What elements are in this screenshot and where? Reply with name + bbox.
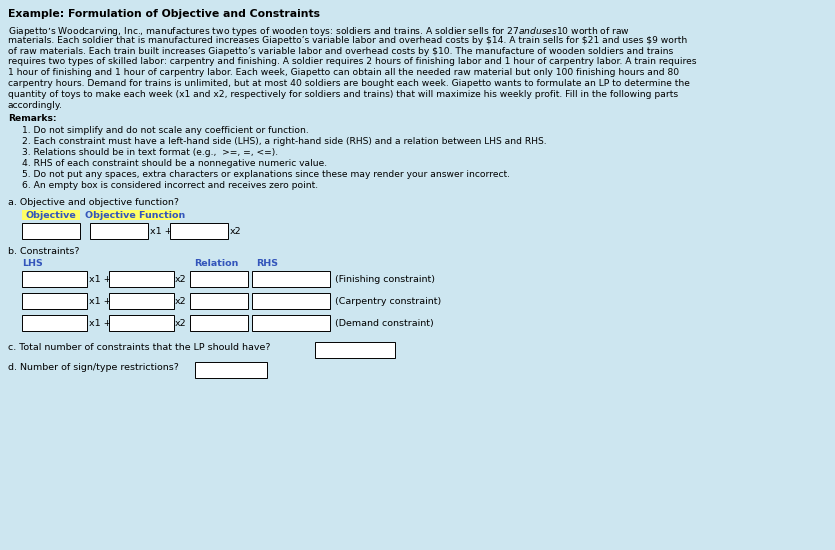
Text: d. Number of sign/type restrictions?: d. Number of sign/type restrictions?	[8, 364, 179, 372]
FancyBboxPatch shape	[22, 293, 87, 310]
FancyBboxPatch shape	[90, 211, 180, 221]
Text: 3. Relations should be in text format (e.g.,  >=, =, <=).: 3. Relations should be in text format (e…	[22, 148, 278, 157]
Text: Remarks:: Remarks:	[8, 114, 57, 123]
Text: c. Total number of constraints that the LP should have?: c. Total number of constraints that the …	[8, 343, 271, 353]
Text: x1 +: x1 +	[89, 319, 112, 328]
Text: x2: x2	[175, 319, 187, 328]
FancyBboxPatch shape	[315, 343, 395, 359]
Text: 1 hour of finishing and 1 hour of carpentry labor. Each week, Giapetto can obtai: 1 hour of finishing and 1 hour of carpen…	[8, 68, 679, 77]
FancyBboxPatch shape	[252, 271, 330, 288]
Text: accordingly.: accordingly.	[8, 101, 63, 109]
Text: 1. Do not simplify and do not scale any coefficient or function.: 1. Do not simplify and do not scale any …	[22, 126, 309, 135]
FancyBboxPatch shape	[90, 223, 148, 239]
Text: (Finishing constraint): (Finishing constraint)	[335, 275, 435, 284]
Text: Giapetto’s Woodcarving, Inc., manufactures two types of wooden toys: soldiers an: Giapetto’s Woodcarving, Inc., manufactur…	[8, 25, 630, 38]
Text: Objective Function: Objective Function	[85, 211, 185, 220]
FancyBboxPatch shape	[22, 271, 87, 288]
FancyBboxPatch shape	[22, 223, 80, 239]
Text: x1 +: x1 +	[89, 275, 112, 284]
Text: x2: x2	[175, 297, 187, 306]
Text: Example: Formulation of Objective and Constraints: Example: Formulation of Objective and Co…	[8, 9, 320, 19]
FancyBboxPatch shape	[190, 271, 248, 288]
Text: 5. Do not put any spaces, extra characters or explanations since these may rende: 5. Do not put any spaces, extra characte…	[22, 170, 510, 179]
Text: 4. RHS of each constraint should be a nonnegative numeric value.: 4. RHS of each constraint should be a no…	[22, 160, 327, 168]
FancyBboxPatch shape	[109, 271, 174, 288]
Text: Objective: Objective	[26, 211, 76, 220]
FancyBboxPatch shape	[252, 293, 330, 310]
Text: requires two types of skilled labor: carpentry and finishing. A soldier requires: requires two types of skilled labor: car…	[8, 57, 696, 67]
Text: 6. An empty box is considered incorrect and receives zero point.: 6. An empty box is considered incorrect …	[22, 182, 318, 190]
Text: x2: x2	[175, 275, 187, 284]
FancyBboxPatch shape	[170, 223, 228, 239]
Text: Relation: Relation	[194, 260, 238, 268]
Text: x2: x2	[230, 227, 241, 236]
Text: (Carpentry constraint): (Carpentry constraint)	[335, 297, 441, 306]
FancyBboxPatch shape	[22, 315, 87, 332]
FancyBboxPatch shape	[195, 362, 267, 378]
Text: LHS: LHS	[22, 260, 43, 268]
Text: x1 +: x1 +	[89, 297, 112, 306]
FancyBboxPatch shape	[22, 211, 80, 221]
Text: carpentry hours. Demand for trains is unlimited, but at most 40 soldiers are bou: carpentry hours. Demand for trains is un…	[8, 79, 690, 88]
Text: (Demand constraint): (Demand constraint)	[335, 319, 433, 328]
Text: x1 +: x1 +	[150, 227, 173, 236]
FancyBboxPatch shape	[109, 315, 174, 332]
Text: RHS: RHS	[256, 260, 278, 268]
Text: 2. Each constraint must have a left-hand side (LHS), a right-hand side (RHS) and: 2. Each constraint must have a left-hand…	[22, 138, 547, 146]
Text: of raw materials. Each train built increases Giapetto’s variable labor and overh: of raw materials. Each train built incre…	[8, 47, 673, 56]
FancyBboxPatch shape	[190, 315, 248, 332]
Text: b. Constraints?: b. Constraints?	[8, 248, 79, 256]
Text: materials. Each soldier that is manufactured increases Giapetto’s variable labor: materials. Each soldier that is manufact…	[8, 36, 687, 45]
Text: a. Objective and objective function?: a. Objective and objective function?	[8, 199, 179, 207]
FancyBboxPatch shape	[109, 293, 174, 310]
FancyBboxPatch shape	[190, 293, 248, 310]
FancyBboxPatch shape	[252, 315, 330, 332]
Text: quantity of toys to make each week (x1 and x2, respectively for soldiers and tra: quantity of toys to make each week (x1 a…	[8, 90, 678, 99]
